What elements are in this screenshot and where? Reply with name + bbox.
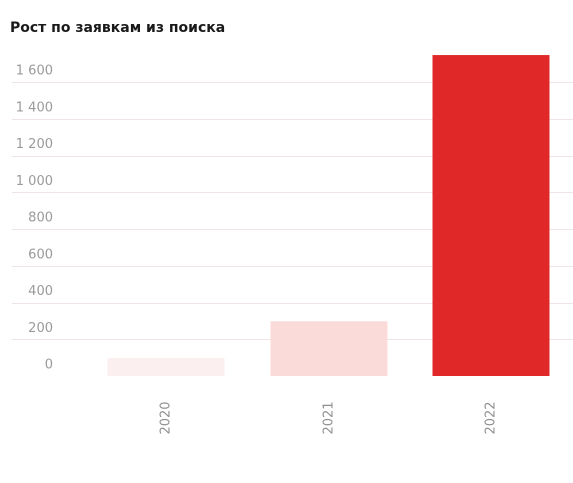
y-tick-label: 1 600 bbox=[16, 64, 53, 79]
y-tick-label: 0 bbox=[45, 358, 53, 373]
y-tick-label: 800 bbox=[28, 211, 53, 226]
y-tick-label: 400 bbox=[28, 284, 53, 299]
x-tick-label: 2022 bbox=[484, 401, 499, 434]
bar-2021 bbox=[270, 321, 388, 376]
chart-title: Рост по заявкам из поиска bbox=[10, 20, 226, 36]
y-tick-label: 200 bbox=[28, 321, 53, 336]
y-tick-label: 600 bbox=[28, 247, 53, 262]
bar-2020 bbox=[107, 358, 225, 376]
x-tick-label: 2020 bbox=[159, 401, 174, 434]
x-tick-label: 2021 bbox=[322, 401, 337, 434]
y-tick-label: 1 200 bbox=[16, 137, 53, 152]
bar-2022 bbox=[432, 55, 550, 377]
y-tick-label: 1 000 bbox=[16, 174, 53, 189]
x-axis-ticks: 2020 2021 2022 bbox=[159, 401, 499, 434]
y-axis-ticks: 0 200 400 600 800 1 000 1 200 1 400 1 600 bbox=[16, 64, 53, 373]
y-tick-label: 1 400 bbox=[16, 100, 53, 115]
bars bbox=[107, 55, 550, 377]
